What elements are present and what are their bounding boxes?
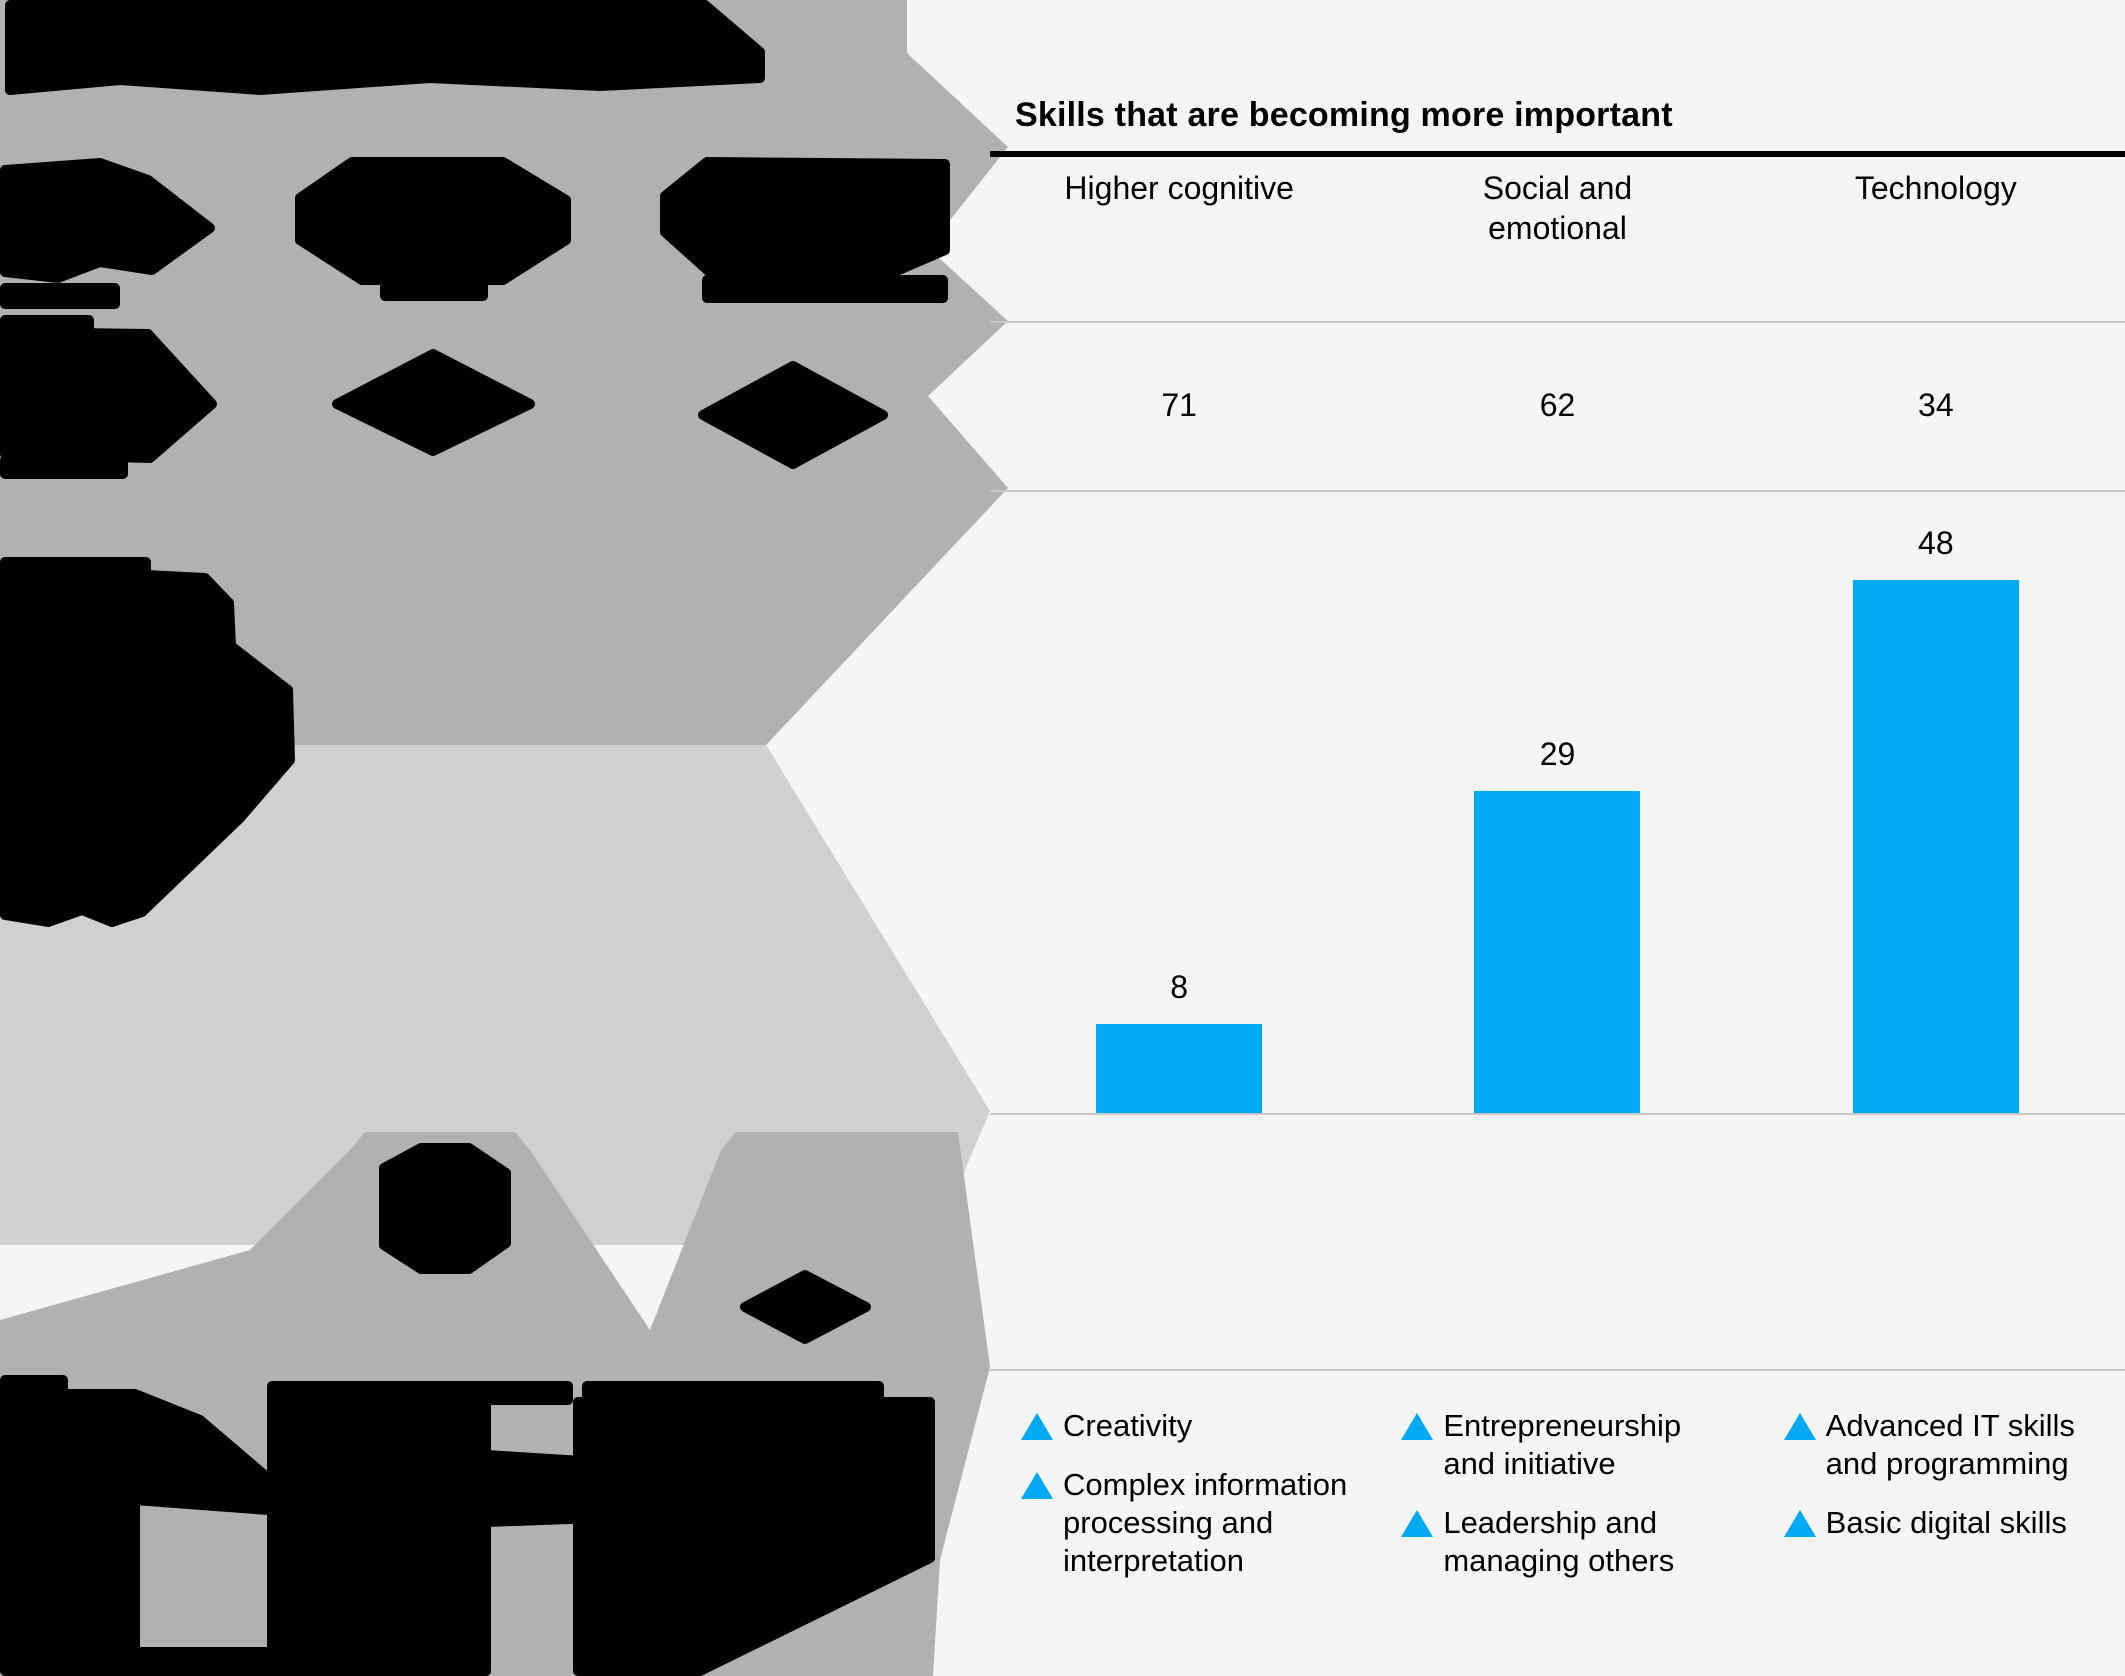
legend-line: Basic digital skills xyxy=(1825,1505,2067,1540)
legend-line: Entrepreneurship xyxy=(1443,1408,1682,1443)
bar-technology xyxy=(1852,580,2019,1113)
column-headers: Higher cognitive Social and emotional Te… xyxy=(990,168,2125,248)
legend-item: Basic digital skills xyxy=(1783,1504,2125,1542)
bar-value-label: 8 xyxy=(1170,969,1189,1005)
triangle-up-icon xyxy=(1401,1510,1434,1537)
gray-band-middle xyxy=(0,745,990,1245)
redacted-caption xyxy=(0,455,128,479)
redacted-tall-block xyxy=(0,557,295,927)
column-header: Social and emotional xyxy=(1482,170,1633,246)
legend-line: and initiative xyxy=(1443,1446,1616,1481)
redacted-caption xyxy=(380,277,488,301)
redacted-caption xyxy=(702,275,948,303)
title-rule xyxy=(990,151,2125,157)
redacted-node-block xyxy=(295,157,571,285)
column-header: Technology xyxy=(1854,170,2017,206)
redacted-diamond xyxy=(698,361,888,469)
redacted-node-block xyxy=(660,157,950,285)
bar-slot: 8 xyxy=(990,490,1368,1113)
legend-divider xyxy=(990,1369,2125,1371)
redacted-heading-block xyxy=(5,0,765,95)
row-divider xyxy=(990,490,2125,492)
legend-line: Complex information xyxy=(1063,1467,1348,1502)
legend-line: Leadership and xyxy=(1443,1505,1658,1540)
triangle-up-icon xyxy=(1783,1510,1816,1537)
bar-slot: 48 xyxy=(1747,490,2125,1113)
legend-text: Complex information processing and inter… xyxy=(1063,1466,1347,1580)
legend-line: managing others xyxy=(1443,1543,1675,1578)
legend-line: Advanced IT skills xyxy=(1825,1408,2075,1443)
legend-line: and programming xyxy=(1825,1446,2069,1481)
legend-text: Advanced IT skills and programming xyxy=(1826,1407,2075,1483)
legend-line: Creativity xyxy=(1063,1408,1193,1443)
bar-slot: 29 xyxy=(1368,490,1746,1113)
redacted-bottom-block xyxy=(573,1397,935,1676)
legend-column: Advanced IT skills and programming Basic… xyxy=(1743,1407,2125,1580)
triangle-up-icon xyxy=(1401,1413,1434,1440)
skills-panel: Skills that are becoming more important … xyxy=(990,0,2125,1676)
triangle-up-icon xyxy=(1021,1413,1053,1440)
chart-baseline xyxy=(990,1113,2125,1115)
triangle-up-icon xyxy=(1021,1472,1053,1499)
row-divider xyxy=(990,321,2125,323)
redacted-caption xyxy=(0,283,120,309)
redacted-diamond xyxy=(332,349,535,456)
legend-item: Leadership and managing others xyxy=(1401,1504,1742,1580)
value-cell: 62 xyxy=(1539,387,1576,423)
redacted-bottom-strip xyxy=(85,1647,491,1676)
redacted-diamond xyxy=(740,1270,871,1344)
bar-value-label: 48 xyxy=(1918,525,1954,561)
legend-item: Creativity xyxy=(1021,1407,1362,1445)
value-cell: 34 xyxy=(1918,387,1954,423)
legend-column: Creativity Complex information processin… xyxy=(990,1407,1362,1580)
legend-item: Advanced IT skills and programming xyxy=(1783,1407,2125,1483)
legend-text: Leadership and managing others xyxy=(1443,1504,1674,1580)
legend-text: Entrepreneurship and initiative xyxy=(1443,1407,1681,1483)
legend: Creativity Complex information processin… xyxy=(990,1407,2125,1580)
redacted-node-block xyxy=(0,327,217,463)
legend-line: interpretation xyxy=(1063,1543,1244,1578)
panel-title: Skills that are becoming more important xyxy=(1015,96,1673,134)
legend-text: Creativity xyxy=(1063,1407,1192,1445)
bar-value-label: 29 xyxy=(1539,736,1576,772)
triangle-up-icon xyxy=(1783,1413,1816,1440)
bar-social-emotional xyxy=(1474,791,1641,1113)
redacted-pill xyxy=(379,1143,511,1274)
column-header: Higher cognitive xyxy=(1064,170,1294,206)
bar-chart: 8 29 48 xyxy=(990,490,2125,1113)
legend-item: Complex information processing and inter… xyxy=(1021,1466,1362,1580)
values-row: 71 62 34 xyxy=(990,385,2125,425)
value-cell: 71 xyxy=(1161,387,1197,423)
bar-higher-cognitive xyxy=(1096,1024,1263,1113)
legend-column: Entrepreneurship and initiative Leadersh… xyxy=(1362,1407,1742,1580)
legend-line: processing and xyxy=(1063,1505,1274,1540)
redacted-left-diagram xyxy=(0,0,1008,1676)
legend-item: Entrepreneurship and initiative xyxy=(1401,1407,1742,1483)
redacted-node-block xyxy=(0,158,215,283)
legend-text: Basic digital skills xyxy=(1826,1504,2067,1542)
